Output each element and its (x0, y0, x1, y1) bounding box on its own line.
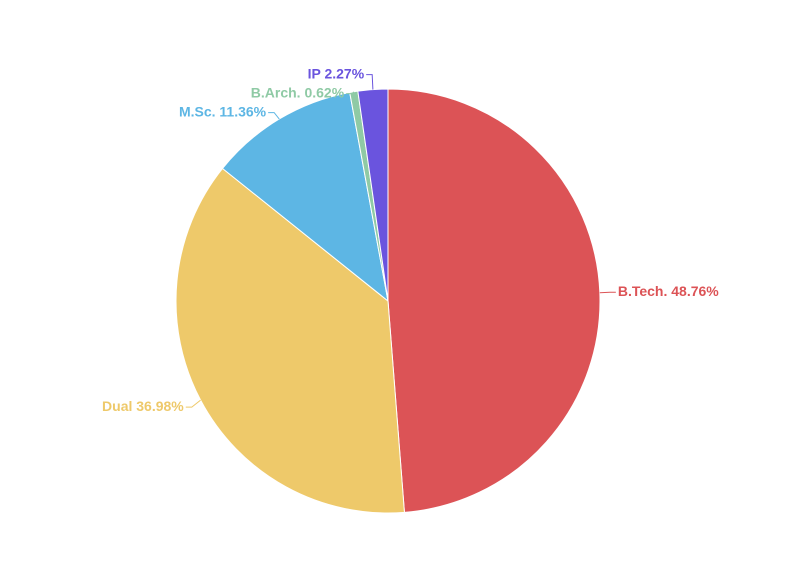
leader-line (366, 74, 374, 90)
category-label: M.Sc. (179, 103, 216, 119)
leader-line (185, 399, 201, 408)
data-label: M.Sc. 11.36% (179, 103, 267, 119)
category-label: B.Tech. (618, 283, 668, 299)
value-label: 48.76% (671, 283, 719, 299)
data-label: B.Arch. 0.62% (251, 84, 345, 100)
value-label: 36.98% (136, 398, 184, 414)
pie-slice (387, 88, 601, 513)
data-label: Dual 36.98% (102, 398, 184, 414)
leader-line (599, 291, 616, 294)
value-label: 2.27% (324, 65, 364, 81)
pie-slice (175, 167, 405, 514)
value-label: 0.62% (304, 84, 344, 100)
data-label: B.Tech. 48.76% (618, 283, 719, 299)
category-label: Dual (102, 398, 132, 414)
data-label: IP 2.27% (308, 65, 365, 81)
leader-line (268, 112, 280, 120)
category-label: B.Arch. (251, 84, 301, 100)
category-label: IP (308, 65, 321, 81)
value-label: 11.36% (219, 103, 266, 119)
pie-slice (221, 91, 389, 303)
leader-line (346, 91, 355, 95)
